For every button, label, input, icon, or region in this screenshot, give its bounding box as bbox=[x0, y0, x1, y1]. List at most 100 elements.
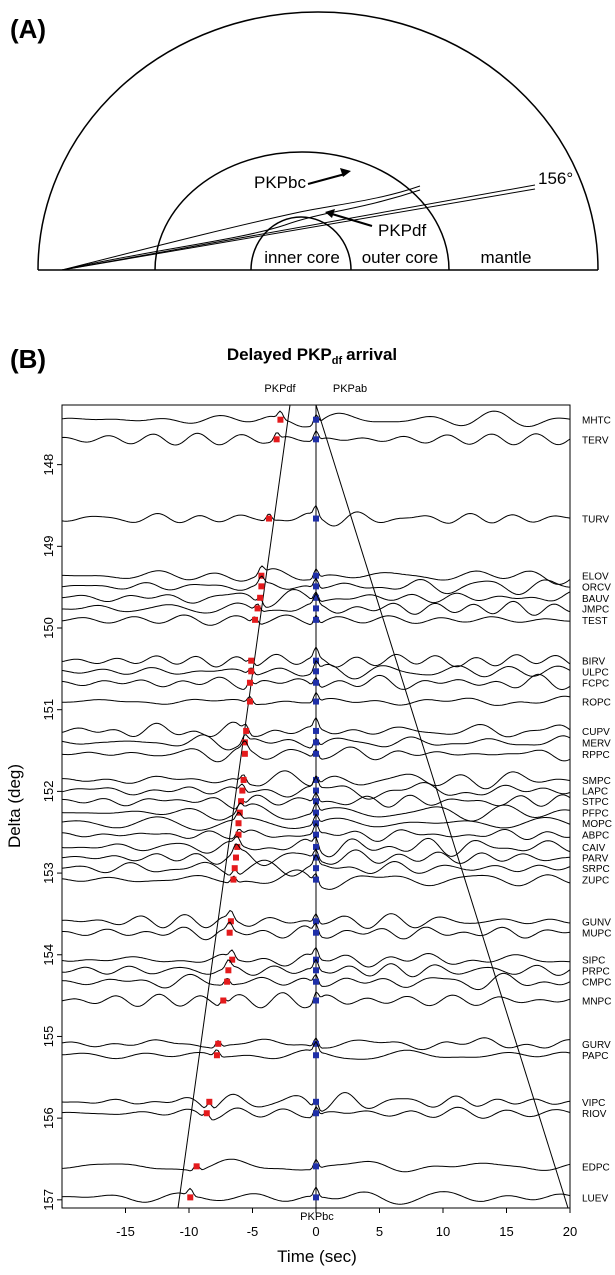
station-label: PFPC bbox=[582, 809, 609, 820]
pkpab-pick bbox=[313, 616, 319, 623]
station-label: PARV bbox=[582, 854, 609, 865]
y-tick-label: 149 bbox=[41, 535, 56, 557]
pkpdf-pick bbox=[215, 1040, 222, 1047]
pkpab-pick bbox=[313, 776, 319, 783]
phase-label: PKPbc bbox=[300, 1211, 334, 1223]
pkpdf-pick bbox=[258, 572, 265, 579]
pkpab-pick bbox=[313, 1163, 319, 1170]
arrowhead bbox=[325, 168, 351, 218]
pkpab-pick bbox=[313, 594, 319, 601]
seismogram-trace bbox=[61, 775, 571, 800]
y-tick-label: 152 bbox=[41, 781, 56, 803]
pkpdf-pick bbox=[246, 698, 253, 705]
pkpab-pick bbox=[313, 668, 319, 675]
pkpab-pick bbox=[313, 865, 319, 872]
pkpdf-pick bbox=[232, 854, 239, 861]
inner-core-boundary bbox=[250, 216, 352, 271]
pkpdf-pick bbox=[227, 918, 234, 925]
arrow bbox=[307, 173, 346, 185]
seismogram-trace bbox=[61, 791, 571, 810]
station-label: LAPC bbox=[582, 787, 608, 798]
pkpab-pick bbox=[313, 739, 319, 746]
pkpab-pick bbox=[313, 1098, 319, 1105]
station-label: PRPC bbox=[582, 966, 610, 977]
station-label: STPC bbox=[582, 797, 609, 808]
station-label: MERV bbox=[582, 738, 611, 749]
seismogram-trace bbox=[61, 1185, 571, 1205]
y-tick-label: 157 bbox=[41, 1189, 56, 1211]
seismogram-trace bbox=[61, 822, 571, 842]
pkpdf-pick bbox=[224, 978, 231, 985]
station-label: EDPC bbox=[582, 1162, 610, 1173]
x-tick-label: -15 bbox=[116, 1224, 135, 1239]
seismogram-trace bbox=[61, 429, 571, 446]
y-tick-label: 155 bbox=[41, 1026, 56, 1048]
region-label: inner core bbox=[264, 248, 340, 267]
pkpab-pick bbox=[313, 978, 319, 985]
pkpdf-pick bbox=[240, 776, 247, 783]
pkpab-pick bbox=[313, 918, 319, 925]
seismogram-trace bbox=[61, 1036, 571, 1051]
station-label: LUEV bbox=[582, 1193, 608, 1204]
station-label: SRPC bbox=[582, 864, 610, 875]
pkpab-pick bbox=[313, 698, 319, 705]
x-tick-label: 0 bbox=[312, 1224, 319, 1239]
pkpdf-pick bbox=[273, 436, 280, 443]
seismogram-trace bbox=[61, 614, 570, 626]
pkpdf-pick bbox=[246, 679, 253, 686]
pkpdf-pick bbox=[243, 727, 250, 734]
station-label: ULPC bbox=[582, 667, 609, 678]
title-text: arrival bbox=[346, 345, 397, 364]
pkpdf-pick bbox=[258, 583, 265, 590]
ray-pkpbc bbox=[61, 185, 421, 271]
station-label: GUNV bbox=[582, 917, 611, 928]
station-label: RIOV bbox=[582, 1109, 607, 1120]
y-tick-label: 150 bbox=[41, 617, 56, 639]
pkpab-pick bbox=[313, 843, 319, 850]
seismogram-trace bbox=[61, 1105, 571, 1121]
pkpdf-pick bbox=[238, 798, 245, 805]
pkpdf-pick bbox=[234, 843, 241, 850]
pkpdf-pick bbox=[226, 929, 233, 936]
seismogram-trace bbox=[61, 801, 571, 822]
pkpab-curve bbox=[315, 404, 569, 1209]
station-label: FCPC bbox=[582, 679, 609, 690]
panel-label: (A) bbox=[10, 14, 46, 44]
y-tick-label: 154 bbox=[41, 944, 56, 966]
pkpab-pick bbox=[313, 436, 319, 443]
pkpdf-pick bbox=[248, 657, 255, 664]
seismogram-trace bbox=[61, 733, 571, 751]
pkpdf-curve bbox=[177, 404, 291, 1209]
seismogram-trace bbox=[61, 1040, 571, 1060]
seismogram-trace bbox=[61, 972, 571, 991]
station-label: GURV bbox=[582, 1040, 611, 1051]
pkpdf-pick bbox=[266, 515, 273, 522]
seismogram-trace bbox=[61, 673, 571, 691]
y-tick-label: 156 bbox=[41, 1107, 56, 1129]
pkpab-pick bbox=[313, 727, 319, 734]
seismogram-trace bbox=[62, 565, 571, 585]
x-tick-label: -5 bbox=[247, 1224, 259, 1239]
pkpab-pick bbox=[313, 967, 319, 974]
seismogram-trace bbox=[61, 835, 571, 858]
x-tick-label: 5 bbox=[376, 1224, 383, 1239]
pkpab-pick bbox=[313, 876, 319, 883]
core-mantle-boundary bbox=[154, 151, 450, 271]
station-label: CUPV bbox=[582, 727, 610, 738]
station-label: PAPC bbox=[582, 1051, 609, 1062]
pkpdf-pick bbox=[206, 1098, 213, 1105]
station-label: MUPC bbox=[582, 929, 611, 940]
pkpdf-pick bbox=[235, 831, 242, 838]
pkpab-pick bbox=[313, 750, 319, 757]
pkpab-pick bbox=[313, 854, 319, 861]
pkpdf-pick bbox=[252, 616, 259, 623]
station-label: BAUV bbox=[582, 594, 610, 605]
pkpab-pick bbox=[313, 809, 319, 816]
x-tick-label: 10 bbox=[436, 1224, 450, 1239]
seismogram-trace bbox=[61, 946, 571, 968]
y-tick-label: 153 bbox=[41, 862, 56, 884]
pkpdf-pick bbox=[220, 997, 227, 1004]
seismogram-trace bbox=[61, 588, 571, 608]
arrow bbox=[331, 213, 373, 227]
